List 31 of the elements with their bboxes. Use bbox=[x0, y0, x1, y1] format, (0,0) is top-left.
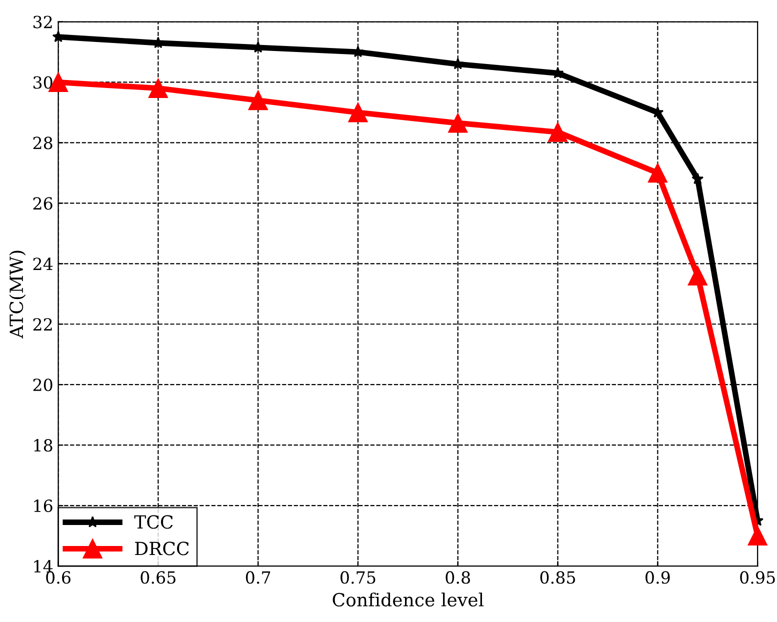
y-tick-label: 28 bbox=[33, 136, 52, 150]
y-tick-label: 20 bbox=[33, 378, 52, 392]
point bbox=[548, 122, 568, 142]
x-tick-label: 0.65 bbox=[140, 571, 176, 584]
legend-label: TCC bbox=[134, 515, 173, 529]
y-tick-label: 14 bbox=[34, 560, 53, 572]
x-tick-label: 0.6 bbox=[46, 571, 70, 584]
x-tick-label: 0.75 bbox=[340, 571, 376, 584]
x-tick-label: 0.95 bbox=[740, 571, 775, 584]
y-tick-label: 30 bbox=[33, 76, 52, 89]
point bbox=[248, 90, 268, 110]
point bbox=[748, 526, 768, 546]
point bbox=[148, 78, 168, 98]
y-axis-title: ATC(MW) bbox=[9, 250, 26, 339]
y-tick-label: 16 bbox=[34, 500, 52, 512]
x-tick-label: 0.7 bbox=[246, 571, 270, 584]
y-tick-label: 26 bbox=[33, 197, 52, 210]
x-tick-label: 0.85 bbox=[540, 571, 576, 584]
y-tick-label: 24 bbox=[33, 258, 53, 270]
y-tick-label: 32 bbox=[33, 16, 52, 28]
point bbox=[688, 266, 708, 286]
point bbox=[448, 113, 468, 133]
point bbox=[648, 163, 668, 183]
x-tick-label: 0.9 bbox=[646, 571, 670, 584]
x-tick-label: 0.8 bbox=[446, 571, 470, 584]
point bbox=[348, 102, 368, 122]
point bbox=[692, 172, 704, 184]
x-axis-title: Confidence level bbox=[332, 592, 484, 607]
y-tick-label: 18 bbox=[34, 439, 52, 452]
y-tick-label: 22 bbox=[33, 318, 52, 330]
legend-label: DRCC bbox=[135, 542, 189, 556]
